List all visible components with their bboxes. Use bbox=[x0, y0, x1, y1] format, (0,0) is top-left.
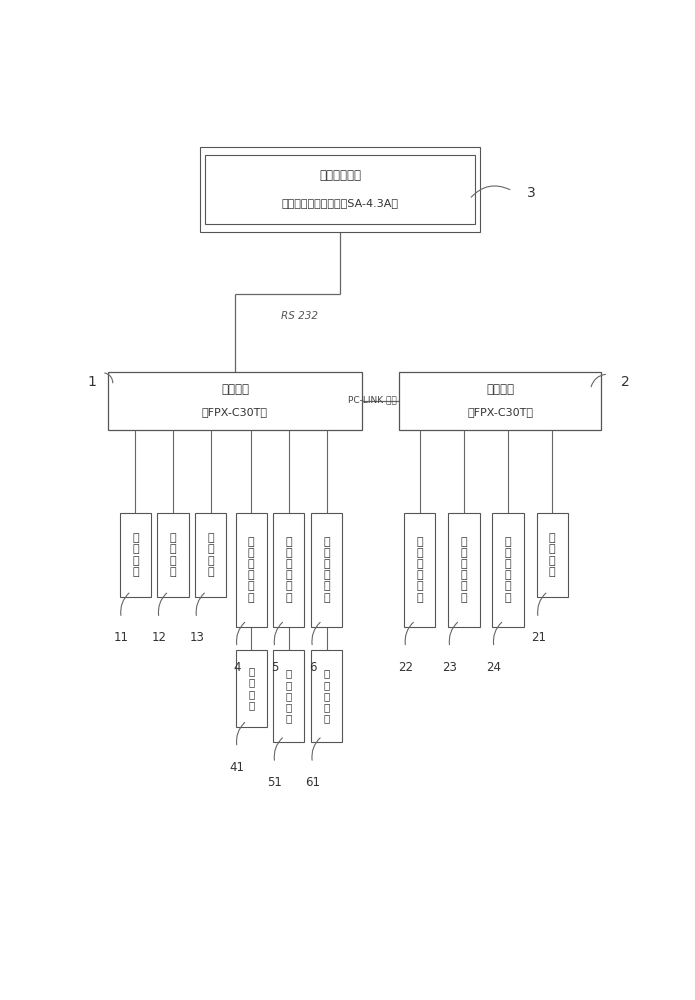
Text: 22: 22 bbox=[398, 661, 414, 674]
Bar bbox=[311, 650, 342, 742]
Text: 6: 6 bbox=[309, 661, 316, 674]
Text: 控制界面模块: 控制界面模块 bbox=[319, 169, 361, 182]
Text: 控制从站: 控制从站 bbox=[486, 383, 514, 396]
Text: （人机界面操作面板，SA-4.3A）: （人机界面操作面板，SA-4.3A） bbox=[281, 198, 398, 208]
Bar bbox=[120, 513, 151, 597]
Text: 控制主站: 控制主站 bbox=[221, 383, 249, 396]
Text: 感
温
元
件: 感 温 元 件 bbox=[248, 666, 254, 710]
Text: 51: 51 bbox=[268, 776, 282, 789]
Text: 2: 2 bbox=[621, 375, 630, 389]
Text: 24: 24 bbox=[486, 661, 502, 674]
Text: 光
电
传
感
器: 光 电 传 感 器 bbox=[323, 669, 329, 723]
Text: 开
关
控
制
模
块: 开 关 控 制 模 块 bbox=[323, 537, 330, 603]
Text: 摆
枪
纵
向
电
机: 摆 枪 纵 向 电 机 bbox=[461, 537, 467, 603]
Bar bbox=[195, 513, 227, 597]
Bar bbox=[311, 513, 342, 627]
Bar bbox=[236, 513, 267, 627]
Bar bbox=[537, 513, 568, 597]
Bar bbox=[273, 650, 304, 742]
Text: （FPX-C30T）: （FPX-C30T） bbox=[467, 407, 533, 417]
Text: 4: 4 bbox=[234, 661, 241, 674]
Bar bbox=[448, 513, 480, 627]
Bar bbox=[493, 513, 524, 627]
Text: 1: 1 bbox=[87, 375, 96, 389]
Text: 下
轮
电
机: 下 轮 电 机 bbox=[170, 533, 177, 577]
Bar bbox=[206, 155, 475, 224]
Text: 21: 21 bbox=[531, 631, 546, 644]
Bar bbox=[236, 650, 267, 727]
Text: 送
带
电
机: 送 带 电 机 bbox=[207, 533, 214, 577]
Bar bbox=[108, 372, 361, 430]
Text: 温
度
控
制
模
块: 温 度 控 制 模 块 bbox=[248, 537, 254, 603]
Text: 压
力
控
制
模
块: 压 力 控 制 模 块 bbox=[286, 537, 292, 603]
Text: 11: 11 bbox=[114, 631, 129, 644]
Text: 23: 23 bbox=[443, 661, 457, 674]
Text: 12: 12 bbox=[152, 631, 167, 644]
Text: RS 232: RS 232 bbox=[281, 311, 318, 321]
Text: 放
带
电
机: 放 带 电 机 bbox=[549, 533, 555, 577]
Text: 41: 41 bbox=[229, 761, 245, 774]
Bar bbox=[273, 513, 304, 627]
Text: 摆
枪
前
后
电
机: 摆 枪 前 后 电 机 bbox=[505, 537, 512, 603]
Text: 61: 61 bbox=[305, 776, 320, 789]
Text: PC-LINK 通信: PC-LINK 通信 bbox=[348, 395, 397, 404]
Text: 上
轮
电
机: 上 轮 电 机 bbox=[132, 533, 139, 577]
Bar bbox=[200, 147, 480, 232]
Bar bbox=[399, 372, 601, 430]
Text: 3: 3 bbox=[527, 186, 536, 200]
Text: （FPX-C30T）: （FPX-C30T） bbox=[202, 407, 268, 417]
Text: 压
力
传
感
器: 压 力 传 感 器 bbox=[286, 669, 292, 723]
Text: 摆
枪
横
向
电
机: 摆 枪 横 向 电 机 bbox=[416, 537, 423, 603]
Text: 5: 5 bbox=[271, 661, 279, 674]
Bar bbox=[158, 513, 188, 597]
Bar bbox=[404, 513, 435, 627]
Text: 13: 13 bbox=[189, 631, 204, 644]
